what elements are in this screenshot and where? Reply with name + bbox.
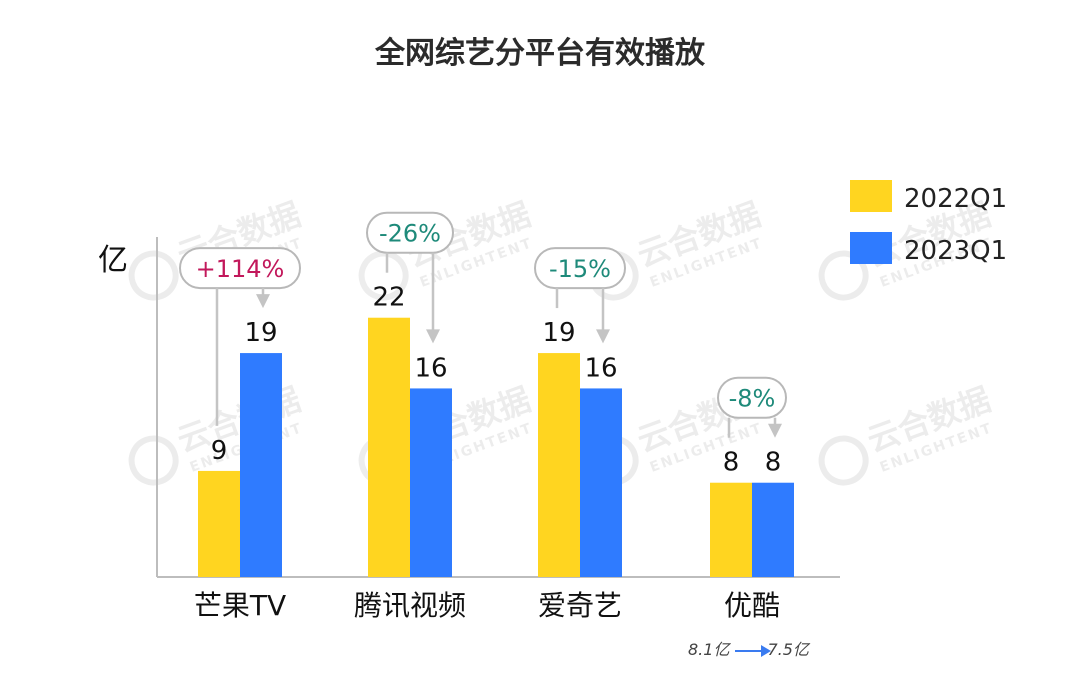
bar-2023Q1-0 <box>240 353 282 577</box>
x-tick-label: 爱奇艺 <box>538 589 622 622</box>
x-tick-label: 芒果TV <box>194 589 286 622</box>
change-pill-3 <box>717 376 787 419</box>
arrow-down-icon <box>768 423 782 438</box>
bar-2022Q1-0 <box>198 470 240 577</box>
change-label-0: +114% <box>196 255 285 283</box>
footnote-to: 7.5亿 <box>767 640 809 659</box>
footnote-from: 8.1亿 <box>688 640 730 659</box>
data-label-2022Q1-0: 9 <box>211 436 228 466</box>
watermark-logo-icon <box>818 435 869 486</box>
legend-label-2023Q1: 2023Q1 <box>904 236 1007 266</box>
bar-2022Q1-1 <box>368 317 410 577</box>
data-label-2022Q1-1: 22 <box>372 283 405 313</box>
watermark-logo-icon <box>818 250 869 301</box>
data-label-2022Q1-3: 8 <box>723 448 740 478</box>
bar-2022Q1-2 <box>538 353 580 577</box>
watermark-logo-icon <box>358 250 409 301</box>
bar-2023Q1-3 <box>752 482 794 577</box>
change-pill-0 <box>179 247 301 290</box>
change-pill-2 <box>534 247 626 290</box>
data-label-2023Q1-1: 16 <box>414 353 447 383</box>
bar-2023Q1-1 <box>410 388 452 577</box>
y-axis-label: 亿 <box>98 243 128 278</box>
watermark-logo-icon <box>128 250 179 301</box>
change-label-3: -8% <box>729 385 776 413</box>
data-label-2022Q1-2: 19 <box>542 318 575 348</box>
youku-footnote: 8.1亿 7.5亿 <box>688 636 809 660</box>
change-label-2: -15% <box>549 255 611 283</box>
bar-2023Q1-2 <box>580 388 622 577</box>
arrow-down-icon <box>596 329 610 344</box>
legend-label-2022Q1: 2022Q1 <box>904 184 1007 214</box>
x-tick-label: 腾讯视频 <box>354 589 466 622</box>
data-label-2023Q1-3: 8 <box>765 448 782 478</box>
change-label-1: -26% <box>379 220 441 248</box>
chart-title: 全网综艺分平台有效播放 <box>375 36 705 71</box>
change-pill-1 <box>366 211 454 254</box>
watermark-logo-icon <box>128 435 179 486</box>
arrow-down-icon <box>256 294 270 309</box>
legend-swatch-2022Q1 <box>850 180 892 212</box>
arrow-down-icon <box>426 329 440 344</box>
data-label-2023Q1-2: 16 <box>584 353 617 383</box>
data-label-2023Q1-0: 19 <box>244 318 277 348</box>
bar-2022Q1-3 <box>710 482 752 577</box>
legend-swatch-2023Q1 <box>850 232 892 264</box>
x-tick-label: 优酷 <box>724 589 780 622</box>
arrow-right-icon <box>735 644 772 657</box>
